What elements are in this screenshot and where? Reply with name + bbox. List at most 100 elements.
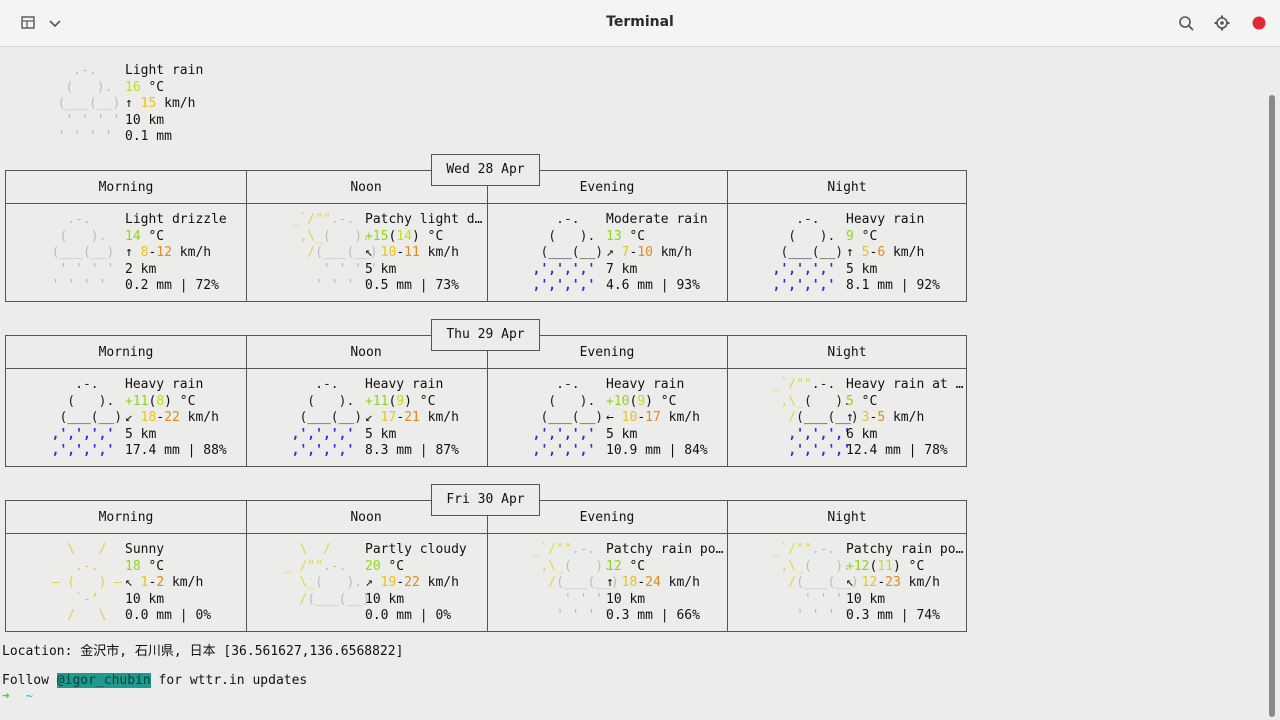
temp-value: 13 [606,228,622,244]
temp-feels: 11 [877,558,893,574]
current-precip: 0.1 mm [125,129,172,144]
forecast-info: Heavy rain +11(8) °C ↙ 18-22 km/h 5 km 1… [125,377,227,458]
temp-value: +11 [125,393,149,409]
date-label: Thu 29 Apr [431,319,540,351]
forecast-cell: .-. ( ). (___(__) ,',',',' ,',',',' Heavy… [6,369,246,467]
wind-max: 24 [645,575,661,590]
patchy-rain-icon: _`/"".-. ,\_( ). /(___(__) ' ' ' ' ' ' '… [276,212,378,293]
weather-desc: Heavy rain [125,377,204,392]
precipitation: 4.6 mm | 93% [606,278,700,293]
light-rain-icon: .-. ( ). (___(__) ' ' ' ' ' ' ' ' [57,63,121,144]
wind-min: 10 [621,410,638,425]
shell-prompt[interactable]: ➜ ~ [2,689,33,704]
heavy-rain-icon: .-. ( ). (___(__) ,',',',' ,',',',' [532,377,604,458]
weather-desc: Patchy rain po… [606,542,724,557]
weather-desc: Heavy rain [846,212,925,227]
wind-min: 18 [140,410,157,425]
visibility: 10 km [125,591,165,607]
period-header: Evening [579,345,635,360]
wind-arrow: ↖ [125,575,133,590]
wind-max: 6 [877,245,886,260]
forecast-cell: \ / .-. ― ( ) ― `-’ / \ Sunny 18 °C ↖ 1-2… [6,534,246,632]
temp-value: 18 [125,558,141,574]
period-header: Noon [350,180,382,195]
precipitation: 17.4 mm | 88% [125,443,227,458]
forecast-info: Heavy rain +10(9) °C ← 10-17 km/h 5 km 1… [606,377,708,458]
column-divider [246,171,247,301]
period-header-row: Morning Noon Evening Night [6,336,966,369]
location-line: Location: 金沢市, 石川県, 日本 [36.561627,136.65… [2,644,404,659]
temp-value: 12 [606,558,622,574]
column-divider [246,501,247,631]
partly-cloudy-icon: \ / _ /"".-. \_( ). /(___(__) [276,542,370,607]
current-wind: 15 [140,96,157,111]
wind-arrow: ↖ [365,245,373,260]
precipitation: 0.5 mm | 73% [365,278,459,293]
visibility: 5 km [606,426,638,442]
scrollbar[interactable] [1266,47,1280,720]
wind-arrow: ↙ [365,410,373,425]
period-header: Morning [98,345,154,360]
wind-arrow: ↑ [846,245,854,260]
wind-min: 19 [380,575,397,590]
wind-max: 10 [637,245,653,260]
weather-desc: Heavy rain [365,377,444,392]
temp-value: +12 [846,558,870,574]
temp-feels: 14 [396,228,412,244]
wind-max: 5 [877,410,886,425]
forecast-day: Morning Noon Evening Night \ / .-. ― ( ) ― … [5,500,967,632]
wind-max: 22 [404,575,420,590]
forecast-day: Morning Noon Evening Night .-. ( ). (___(__… [5,335,967,467]
wind-arrow: ↑ [125,96,133,111]
new-tab-icon[interactable] [16,11,40,35]
temp-value: 5 [846,393,854,409]
precipitation: 8.3 mm | 87% [365,443,459,458]
wind-min: 17 [380,410,397,425]
twitter-handle[interactable]: @igor_chubin [56,673,151,688]
precipitation: 12.4 mm | 78% [846,443,948,458]
forecast-cell: .-. ( ). (___(__) ,',',',' ,',',',' Moder… [487,204,727,302]
wind-arrow: ↗ [606,245,614,260]
forecast-info: Patchy light d… +15(14) °C ↖ 10-11 km/h … [365,212,483,293]
precipitation: 0.2 mm | 72% [125,278,219,293]
period-header: Noon [350,510,382,525]
wind-min: 1 [140,575,149,590]
precipitation: 0.0 mm | 0% [125,608,212,623]
terminal-output[interactable]: .-. ( ). (___(__) ' ' ' ' ' ' ' ' Light … [0,47,1266,720]
close-icon[interactable] [1247,11,1271,35]
visibility: 10 km [606,591,646,607]
scrollbar-thumb[interactable] [1269,95,1275,717]
wind-min: 7 [621,245,630,260]
wind-min: 12 [861,575,878,590]
forecast-cell: _`/"".-. ,\_( ). /(___(__) ' ' ' ' ' ' '… [487,534,727,632]
wind-min: 8 [140,245,149,260]
heavy-rain-sun-icon: _`/"".-. ,\_( ). /(___(__) ,',',',' ,','… [757,377,859,458]
wind-arrow: ↗ [365,575,373,590]
precipitation: 10.9 mm | 84% [606,443,708,458]
heavy-rain-icon: .-. ( ). (___(__) ,',',',' ,',',',' [51,377,123,458]
precipitation: 0.0 mm | 0% [365,608,452,623]
column-divider [727,171,728,301]
gear-icon[interactable] [1210,11,1234,35]
weather-desc: Moderate rain [606,212,708,227]
precipitation: 8.1 mm | 92% [846,278,940,293]
wind-max: 23 [885,575,901,590]
wind-min: 18 [621,575,638,590]
wind-arrow: ← [606,410,614,425]
temp-feels: 9 [396,393,405,409]
visibility: 6 km [846,426,878,442]
chevron-down-icon[interactable] [43,11,67,35]
wind-max: 21 [404,410,420,425]
forecast-cell: _`/"".-. ,\_( ). /(___(__) ' ' ' ' ' ' '… [727,534,967,632]
period-header-row: Morning Noon Evening Night [6,501,966,534]
wind-min: 10 [380,245,397,260]
visibility: 7 km [606,261,638,277]
weather-desc: Sunny [125,542,165,557]
column-divider [487,336,488,466]
window-title: Terminal [606,14,674,30]
forecast-info: Moderate rain 13 °C ↗ 7-10 km/h 7 km 4.6… [606,212,708,293]
weather-desc: Heavy rain at … [846,377,964,392]
search-icon[interactable] [1174,11,1198,35]
patchy-rain-icon: _`/"".-. ,\_( ). /(___(__) ' ' ' ' ' ' '… [757,542,859,623]
wind-max: 2 [156,575,165,590]
